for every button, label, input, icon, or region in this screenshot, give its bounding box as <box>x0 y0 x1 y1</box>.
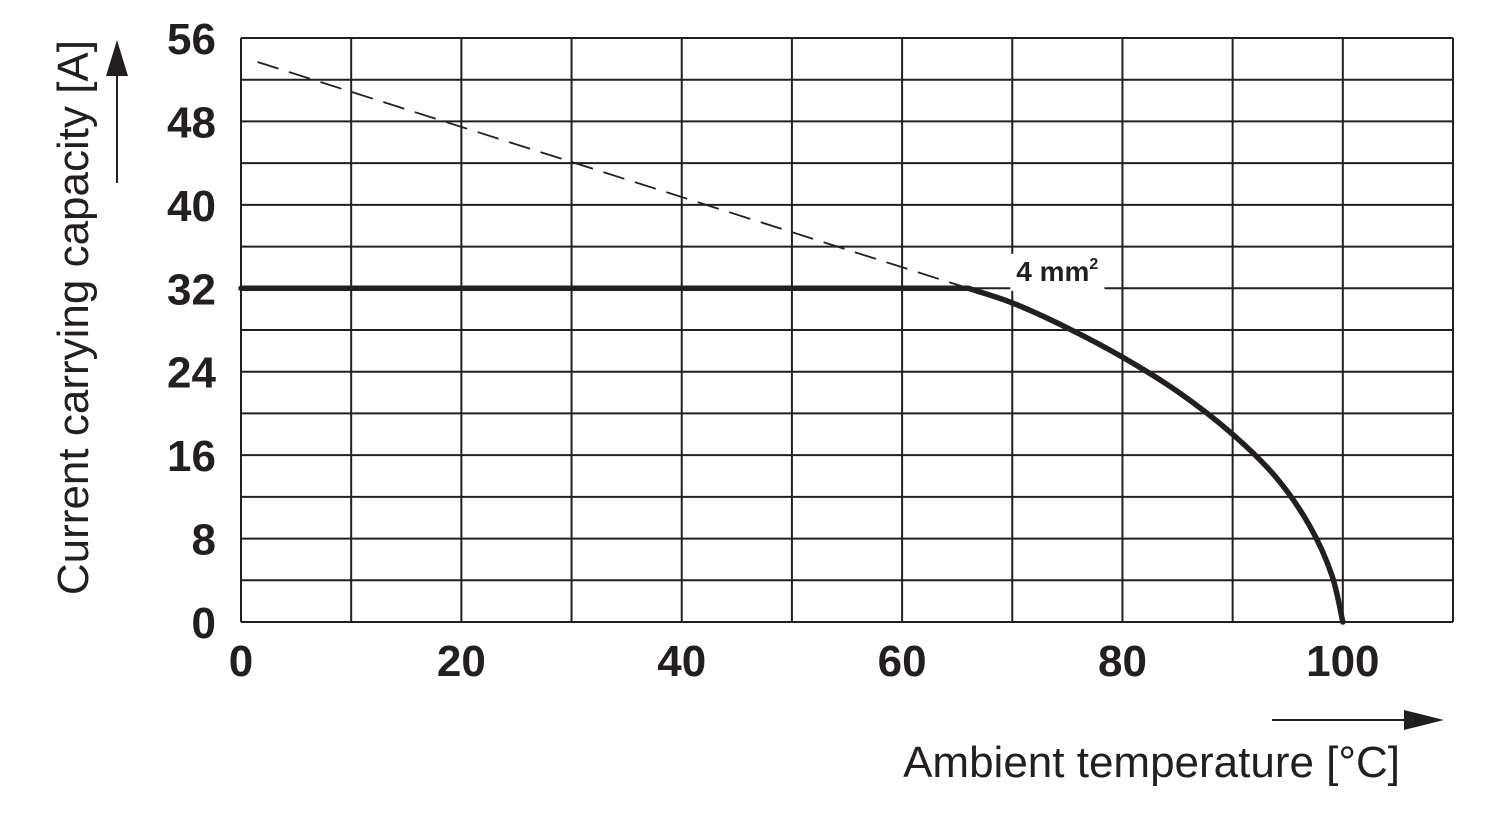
series-line-dashed <box>257 61 969 290</box>
x-tick-label: 40 <box>657 637 706 686</box>
x-axis-arrow <box>1272 710 1444 730</box>
x-axis-label: Ambient temperature [°C] <box>903 738 1400 787</box>
x-tick-label: 60 <box>878 637 927 686</box>
y-tick-label: 8 <box>192 516 216 565</box>
series-line-solid <box>238 285 1346 625</box>
grid <box>240 37 1454 623</box>
series-annotation: 4 mm2 <box>1010 253 1105 291</box>
x-tick-label: 0 <box>229 637 253 686</box>
y-tick-label: 40 <box>167 182 216 231</box>
y-tick-label: 48 <box>167 98 216 147</box>
y-tick-label: 0 <box>192 599 216 648</box>
y-tick-label: 32 <box>167 265 216 314</box>
annotation-main: 4 mm <box>1016 256 1089 287</box>
series-group <box>238 61 1346 625</box>
annotation-label: 4 mm2 <box>1016 256 1098 287</box>
annotation-background <box>1010 253 1105 291</box>
x-tick-label: 80 <box>1098 637 1147 686</box>
y-axis-arrow <box>106 40 128 183</box>
tick-labels: 0 8 16 24 32 40 48 56 0 20 40 60 80 100 <box>167 15 1379 686</box>
y-tick-label: 16 <box>167 432 216 481</box>
annotation-superscript: 2 <box>1089 256 1098 273</box>
x-tick-label: 20 <box>437 637 486 686</box>
y-tick-label: 24 <box>167 349 216 398</box>
y-axis-label: Current carrying capacity [A] <box>49 40 98 595</box>
x-tick-label: 100 <box>1306 637 1379 686</box>
y-tick-label: 56 <box>167 15 216 64</box>
